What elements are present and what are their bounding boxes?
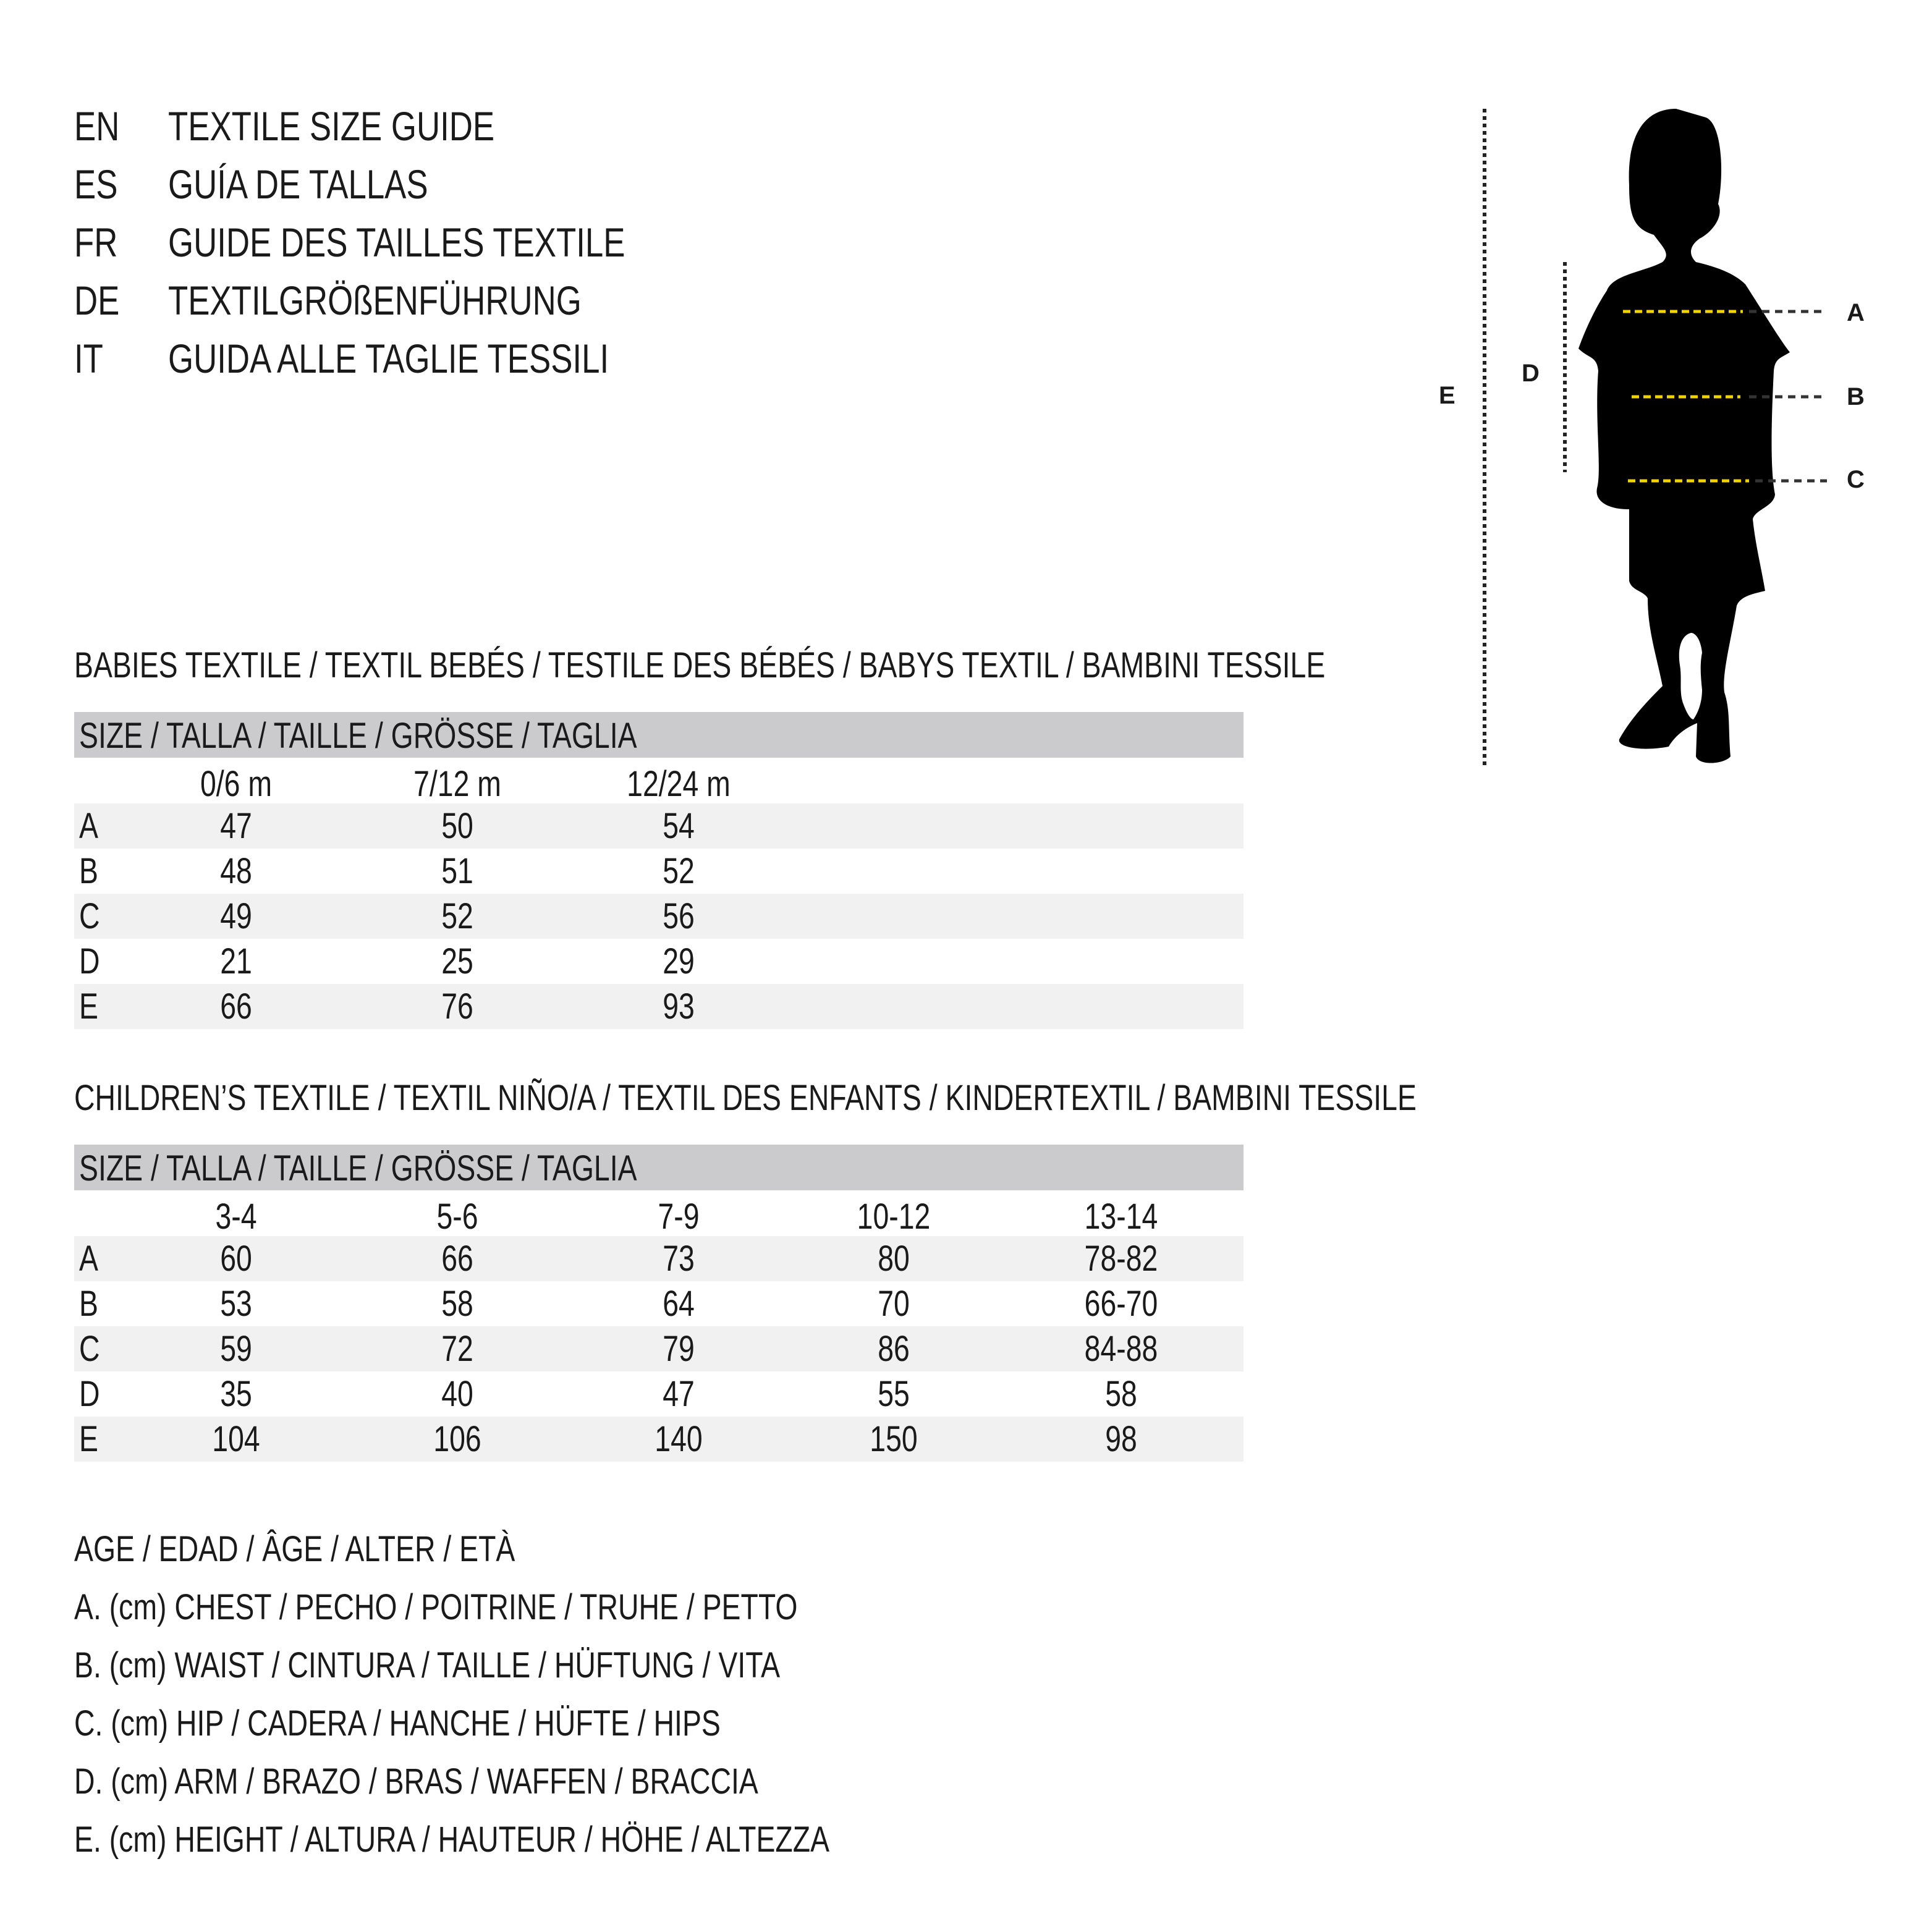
title-es: GUÍA DE TALLAS — [168, 161, 428, 207]
babies-column-header: 12/24 m — [627, 764, 731, 804]
legend-age: AGE / EDAD / ÂGE / ALTER / ETÀ — [74, 1529, 515, 1569]
babies-heading: BABIES TEXTILE / TEXTIL BEBÉS / TESTILE … — [74, 645, 1326, 685]
children-table-cell: 53 — [220, 1284, 252, 1324]
children-row-label: C — [79, 1329, 100, 1369]
title-de: TEXTILGRÖßENFÜHRUNG — [168, 278, 582, 323]
children-table-cell: 58 — [441, 1284, 473, 1324]
legend-chest: A. (cm) CHEST / PECHO / POITRINE / TRUHE… — [74, 1587, 798, 1627]
lang-code-de: DE — [74, 278, 120, 323]
children-table-row — [74, 1326, 1244, 1371]
babies-table-cell: 51 — [441, 851, 473, 891]
legend-waist: B. (cm) WAIST / CINTURA / TAILLE / HÜFTU… — [74, 1645, 781, 1685]
children-column-header: 5-6 — [436, 1197, 478, 1237]
children-table-cell: 60 — [220, 1239, 252, 1279]
children-table-cell: 104 — [212, 1419, 260, 1459]
babies-table-row — [74, 803, 1244, 849]
children-table-cell: 47 — [663, 1374, 695, 1414]
children-table-cell: 84-88 — [1084, 1329, 1158, 1369]
children-size-header: SIZE / TALLA / TAILLE / GRÖSSE / TAGLIA — [79, 1148, 637, 1188]
label-c: C — [1847, 466, 1865, 493]
label-b: B — [1847, 383, 1865, 410]
babies-table-cell: 47 — [220, 806, 252, 846]
children-table-cell: 55 — [878, 1374, 910, 1414]
lang-code-it: IT — [74, 336, 103, 381]
babies-table-cell: 54 — [663, 806, 695, 846]
children-table-cell: 64 — [663, 1284, 695, 1324]
label-d: D — [1522, 360, 1540, 387]
children-column-header: 3-4 — [215, 1197, 257, 1237]
lang-code-es: ES — [74, 161, 118, 207]
children-table-cell: 59 — [220, 1329, 252, 1369]
children-table-cell: 66-70 — [1084, 1284, 1158, 1324]
children-table-cell: 80 — [878, 1239, 910, 1279]
babies-table-cell: 52 — [441, 896, 473, 936]
legend-arm: D. (cm) ARM / BRAZO / BRAS / WAFFEN / BR… — [74, 1761, 758, 1802]
children-table-cell: 86 — [878, 1329, 910, 1369]
babies-table-row — [74, 894, 1244, 939]
children-table-row — [74, 1417, 1244, 1462]
children-table-cell: 106 — [433, 1419, 481, 1459]
children-row-label: B — [79, 1284, 98, 1324]
children-table-cell: 35 — [220, 1374, 252, 1414]
legend-height: E. (cm) HEIGHT / ALTURA / HAUTEUR / HÖHE… — [74, 1820, 830, 1860]
lang-code-fr: FR — [74, 219, 118, 265]
babies-table-cell: 25 — [441, 941, 473, 981]
babies-row-label: C — [79, 896, 100, 936]
babies-row-label: B — [79, 851, 98, 891]
babies-table-cell: 56 — [663, 896, 695, 936]
babies-row-label: A — [79, 806, 98, 846]
children-table-cell: 72 — [441, 1329, 473, 1369]
babies-size-header-bar — [74, 712, 1244, 758]
children-row-label: E — [79, 1419, 98, 1459]
children-table-cell: 40 — [441, 1374, 473, 1414]
children-table-cell: 79 — [663, 1329, 695, 1369]
label-e: E — [1439, 382, 1455, 409]
children-table-cell: 66 — [441, 1239, 473, 1279]
children-table-cell: 73 — [663, 1239, 695, 1279]
babies-table-cell: 48 — [220, 851, 252, 891]
legend-hip: C. (cm) HIP / CADERA / HANCHE / HÜFTE / … — [74, 1703, 721, 1743]
label-a: A — [1847, 299, 1865, 326]
title-en: TEXTILE SIZE GUIDE — [168, 103, 495, 149]
children-row-label: D — [79, 1374, 100, 1414]
babies-row-label: D — [79, 941, 100, 981]
children-size-header-bar — [74, 1145, 1244, 1190]
lang-code-en: EN — [74, 103, 120, 149]
title-it: GUIDA ALLE TAGLIE TESSILI — [168, 336, 609, 381]
babies-table-row — [74, 984, 1244, 1029]
children-table-cell: 150 — [870, 1419, 918, 1459]
children-column-header: 10-12 — [857, 1197, 931, 1237]
title-fr: GUIDE DES TAILLES TEXTILE — [168, 219, 625, 265]
children-table-cell: 70 — [878, 1284, 910, 1324]
children-table-cell: 58 — [1105, 1374, 1137, 1414]
babies-table-cell: 52 — [663, 851, 695, 891]
babies-table-cell: 66 — [220, 986, 252, 1027]
children-table-cell: 98 — [1105, 1419, 1137, 1459]
babies-table-cell: 93 — [663, 986, 695, 1027]
babies-table-cell: 76 — [441, 986, 473, 1027]
children-table-cell: 78-82 — [1084, 1239, 1158, 1279]
children-table-cell: 140 — [655, 1419, 703, 1459]
children-table-row — [74, 1236, 1244, 1281]
children-heading: CHILDREN’S TEXTILE / TEXTIL NIÑO/A / TEX… — [74, 1078, 1417, 1118]
babies-table-cell: 29 — [663, 941, 695, 981]
children-row-label: A — [79, 1239, 98, 1279]
babies-column-header: 7/12 m — [413, 764, 501, 804]
babies-table-cell: 21 — [220, 941, 252, 981]
babies-table-cell: 50 — [441, 806, 473, 846]
babies-size-header: SIZE / TALLA / TAILLE / GRÖSSE / TAGLIA — [79, 716, 637, 756]
child-silhouette — [1578, 109, 1790, 763]
leg-gap — [1679, 633, 1702, 719]
babies-row-label: E — [79, 986, 98, 1027]
babies-table-cell: 49 — [220, 896, 252, 936]
children-column-header: 7-9 — [658, 1197, 700, 1237]
babies-column-header: 0/6 m — [200, 764, 273, 804]
children-column-header: 13-14 — [1084, 1197, 1158, 1237]
